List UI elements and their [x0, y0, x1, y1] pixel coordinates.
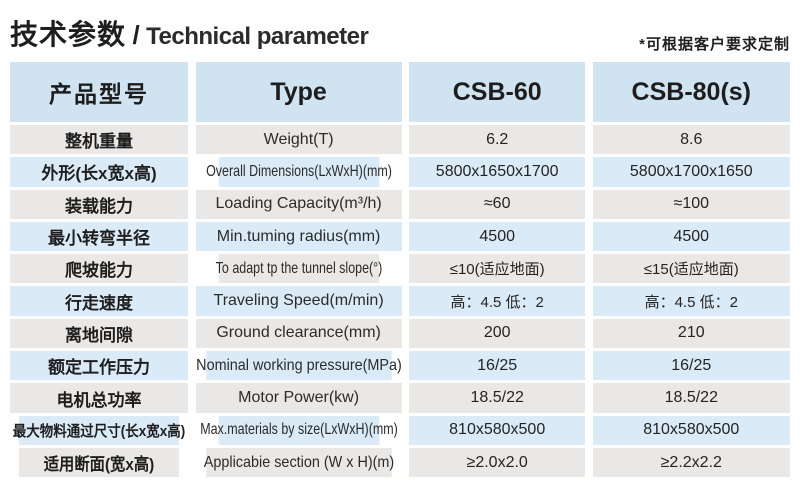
row-traveling-speed-value-csb60: 高：4.5 低：2 — [409, 286, 586, 316]
row-weight-value-csb80: 8.6 — [592, 125, 790, 155]
customization-note: *可根据客户要求定制 — [639, 36, 790, 53]
row-dimensions-value-csb80: 5800x1700x1650 — [592, 157, 790, 187]
row-slope-label-cn: 爬坡能力 — [10, 254, 188, 284]
row-applicable-section-label-cn: 适用断面(宽x高) — [18, 447, 180, 478]
row-weight-label-en: Weight(T) — [195, 125, 402, 155]
row-working-pressure-value-csb80: 16/25 — [592, 351, 790, 381]
row-weight-label-cn: 整机重量 — [10, 125, 188, 155]
row-traveling-speed-label-en: Traveling Speed(m/min) — [195, 286, 402, 316]
row-loading-capacity-value-csb80: ≈100 — [592, 189, 790, 219]
page-title-separator: / — [132, 20, 140, 50]
title-bar: 技术参数 / Technical parameter *可根据客户要求定制 — [0, 0, 800, 62]
header-product-model: 产品型号 — [10, 62, 188, 122]
row-motor-power-value-csb80: 18.5/22 — [592, 383, 790, 413]
row-dimensions-value-csb60: 5800x1650x1700 — [409, 157, 586, 187]
page-title-cn: 技术参数 — [10, 19, 127, 50]
row-motor-power-value-csb60: 18.5/22 — [409, 383, 586, 413]
row-loading-capacity-label-en: Loading Capacity(m³/h) — [195, 189, 402, 219]
row-turning-radius-label-cn: 最小转弯半径 — [10, 221, 188, 252]
row-applicable-section-label-en: Applicabie section (W x H)(m) — [203, 447, 394, 478]
row-max-material-value-csb80: 810x580x500 — [592, 415, 790, 445]
row-slope-value-csb80: ≤15(适应地面) — [592, 254, 790, 284]
page-title-en: Technical parameter — [146, 23, 369, 50]
row-ground-clearance-value-csb60: 200 — [409, 318, 586, 349]
row-applicable-section-value-csb80: ≥2.2x2.2 — [592, 447, 790, 478]
row-dimensions-label-cn: 外形(长x宽x高) — [10, 157, 188, 187]
row-motor-power-label-en: Motor Power(kw) — [195, 383, 402, 413]
row-loading-capacity-label-cn: 装载能力 — [10, 189, 188, 219]
row-working-pressure-label-cn: 额定工作压力 — [10, 351, 188, 381]
header-type: Type — [195, 62, 402, 122]
row-max-material-value-csb60: 810x580x500 — [409, 415, 586, 445]
row-turning-radius-value-csb60: 4500 — [409, 221, 586, 252]
page-title: 技术参数 / Technical parameter — [10, 13, 369, 53]
technical-parameter-table: 产品型号 Type CSB-60 CSB-80(s) 整机重量 Weight(T… — [10, 62, 790, 478]
row-max-material-label-en: Max.materials by size(LxWxH)(mm) — [200, 415, 397, 445]
row-ground-clearance-label-en: Ground clearance(mm) — [195, 318, 402, 349]
row-dimensions-label-en: Overall Dimensions(LxWxH)(mm) — [206, 157, 392, 187]
row-traveling-speed-label-cn: 行走速度 — [10, 286, 188, 316]
header-csb80: CSB-80(s) — [592, 62, 790, 122]
row-weight-value-csb60: 6.2 — [409, 125, 586, 155]
header-csb60: CSB-60 — [409, 62, 586, 122]
row-working-pressure-value-csb60: 16/25 — [409, 351, 586, 381]
row-traveling-speed-value-csb80: 高：4.5 低：2 — [592, 286, 790, 316]
row-motor-power-label-cn: 电机总功率 — [10, 383, 188, 413]
row-applicable-section-value-csb60: ≥2.0x2.0 — [409, 447, 586, 478]
row-slope-label-en: To adapt tp the tunnel slope(°) — [215, 254, 382, 284]
row-max-material-label-cn: 最大物料通过尺寸(长x宽x高) — [13, 415, 185, 445]
row-slope-value-csb60: ≤10(适应地面) — [409, 254, 586, 284]
row-turning-radius-value-csb80: 4500 — [592, 221, 790, 252]
row-turning-radius-label-en: Min.tuming radius(mm) — [195, 221, 402, 252]
row-loading-capacity-value-csb60: ≈60 — [409, 189, 586, 219]
row-ground-clearance-value-csb80: 210 — [592, 318, 790, 349]
row-ground-clearance-label-cn: 离地间隙 — [10, 318, 188, 349]
row-working-pressure-label-en: Nominal working pressure(MPa) — [196, 351, 401, 381]
